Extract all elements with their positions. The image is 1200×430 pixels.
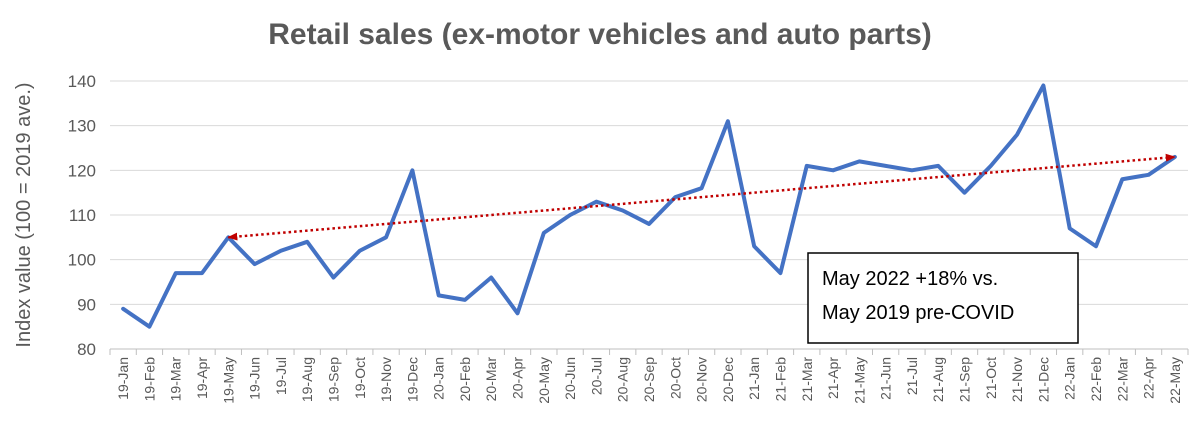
x-tick-label: 21-Aug bbox=[930, 357, 946, 402]
x-tick-label: 21-Feb bbox=[772, 357, 788, 402]
x-tick-label: 20-Jan bbox=[431, 357, 447, 400]
x-tick-label: 21-Sep bbox=[957, 357, 973, 402]
x-tick-label: 19-Dec bbox=[404, 357, 420, 402]
x-tick-label: 19-Sep bbox=[325, 357, 341, 402]
x-tick-label: 19-Aug bbox=[299, 357, 315, 402]
x-tick-label: 22-Mar bbox=[1114, 357, 1130, 402]
x-tick-label: 21-Jul bbox=[904, 357, 920, 395]
x-tick-label: 21-Oct bbox=[983, 357, 999, 399]
y-tick-labels: 80 90 100 110 120 130 140 bbox=[68, 72, 96, 359]
x-tick-label: 22-Feb bbox=[1088, 357, 1104, 402]
x-tick-label: 20-Mar bbox=[483, 357, 499, 402]
x-tick-label: 20-Dec bbox=[720, 357, 736, 402]
annotation-box: May 2022 +18% vs. May 2019 pre-COVID bbox=[807, 252, 1079, 344]
x-tick-label: 20-Apr bbox=[510, 357, 526, 399]
y-axis-label: Index value (100 = 2019 ave.) bbox=[13, 82, 35, 347]
x-tick-label: 19-Oct bbox=[352, 357, 368, 399]
y-tick-label: 90 bbox=[77, 295, 96, 314]
y-tick-label: 140 bbox=[68, 72, 96, 91]
x-tick-label: 19-Mar bbox=[168, 357, 184, 402]
x-tick-label: 19-Jul bbox=[273, 357, 289, 395]
x-tick-label: 21-Jan bbox=[746, 357, 762, 400]
x-tick-label: 20-Jun bbox=[562, 357, 578, 400]
x-tick-label: 20-Aug bbox=[615, 357, 631, 402]
x-tick-label: 21-Dec bbox=[1035, 357, 1051, 402]
y-tick-label: 100 bbox=[68, 251, 96, 270]
x-tick-label: 19-Apr bbox=[194, 357, 210, 399]
x-tick-label: 20-May bbox=[536, 357, 552, 404]
x-tick-label: 19-Feb bbox=[141, 357, 157, 402]
y-tick-label: 80 bbox=[77, 340, 96, 359]
x-tick-label: 21-Jun bbox=[878, 357, 894, 400]
x-tick-label: 19-Nov bbox=[378, 357, 394, 402]
x-tick-label: 19-Jun bbox=[247, 357, 263, 400]
x-tick-label: 21-Nov bbox=[1009, 357, 1025, 402]
annotation-line-1: May 2022 +18% vs. bbox=[822, 268, 998, 290]
y-tick-label: 130 bbox=[68, 117, 96, 136]
x-tick-label: 21-Mar bbox=[799, 357, 815, 402]
x-tick-label: 19-May bbox=[220, 357, 236, 404]
x-tick-label: 22-Jan bbox=[1062, 357, 1078, 400]
x-tick-label: 20-Sep bbox=[641, 357, 657, 402]
x-tick-label: 19-Jan bbox=[115, 357, 131, 400]
trend-arrow bbox=[227, 153, 1176, 241]
chart-title: Retail sales (ex-motor vehicles and auto… bbox=[268, 18, 932, 51]
annotation-line-2: May 2019 pre-COVID bbox=[822, 302, 1014, 324]
y-tick-label: 110 bbox=[69, 206, 96, 225]
x-tick-label: 22-Apr bbox=[1141, 357, 1157, 399]
x-tick-label: 21-May bbox=[851, 357, 867, 404]
x-tick-label: 21-Apr bbox=[825, 357, 841, 399]
trend-layer bbox=[227, 153, 1176, 241]
x-tick-labels: 19-Jan 19-Feb 19-Mar 19-Apr 19-May 19-Jun 19-J… bbox=[109, 349, 1189, 404]
x-tick-label: 20-Jul bbox=[588, 357, 604, 395]
x-tick-label: 20-Nov bbox=[694, 357, 710, 402]
y-tick-label: 120 bbox=[68, 161, 96, 180]
x-tick-label: 20-Oct bbox=[667, 357, 683, 399]
x-tick-label: 20-Feb bbox=[457, 357, 473, 402]
x-tick-label: 22-May bbox=[1167, 357, 1183, 404]
annotation-frame bbox=[807, 252, 1079, 344]
